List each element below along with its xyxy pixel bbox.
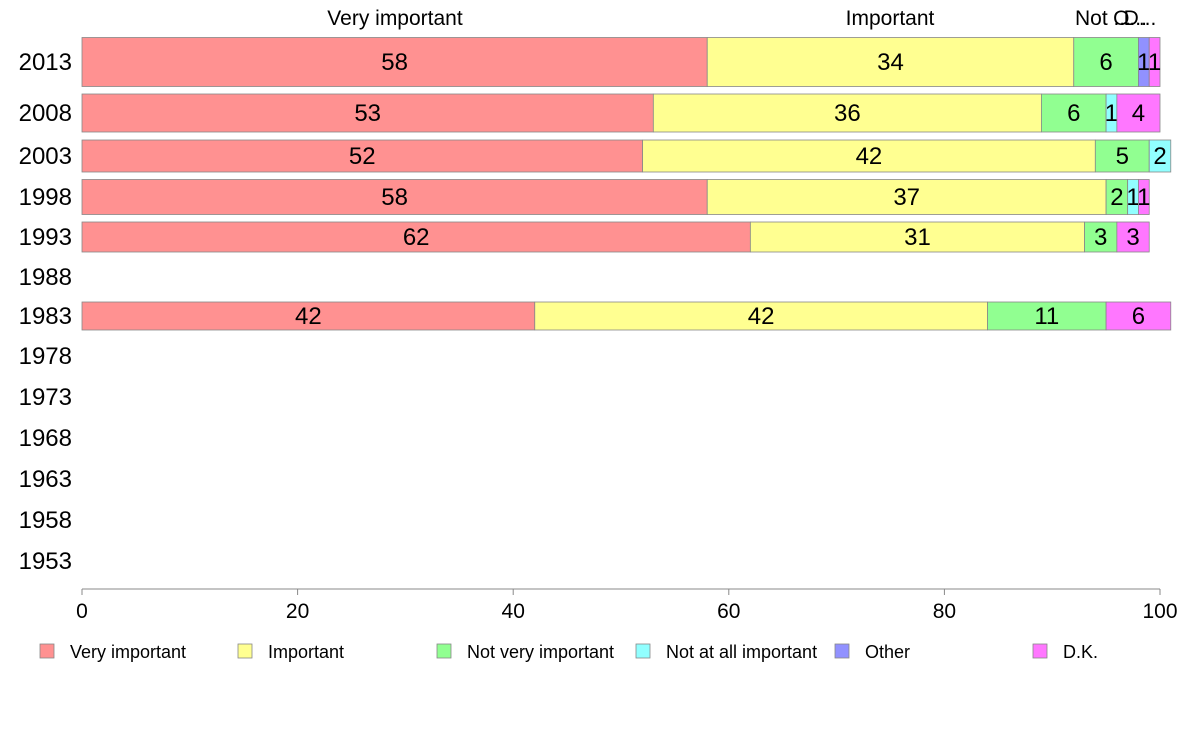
data-label: 3 [1126, 224, 1139, 251]
top-label: Not ... [1075, 7, 1131, 30]
data-label: 52 [349, 143, 376, 170]
data-label: 42 [295, 303, 322, 330]
y-tick-label: 1993 [19, 224, 72, 251]
legend-item: Important [237, 642, 344, 662]
data-label: 1 [1105, 100, 1118, 127]
legend-label: Not at all important [666, 642, 817, 662]
y-tick-label: 2003 [19, 143, 72, 170]
bar-segment [652, 93, 1042, 133]
legend-label: Important [268, 642, 344, 662]
x-tick-label: 80 [933, 600, 956, 623]
y-tick-label: 1963 [19, 466, 72, 493]
data-label: 3 [1094, 224, 1107, 251]
bar-segment [81, 301, 536, 331]
x-axis: 0 20 40 60 80 100 [76, 588, 1178, 623]
data-label: 6 [1067, 100, 1080, 127]
bar-segment [1094, 139, 1150, 173]
y-tick-label: 1973 [19, 384, 72, 411]
legend-item: Other [834, 642, 910, 662]
legend-label: Not very important [467, 642, 614, 662]
bar-segment [1148, 139, 1172, 173]
data-label: 1 [1137, 184, 1150, 211]
legend-item: Not very important [436, 642, 614, 662]
data-label: 4 [1132, 100, 1145, 127]
bar-segment [1116, 221, 1150, 253]
data-label: 6 [1099, 49, 1112, 76]
data-label: 5 [1116, 143, 1129, 170]
x-tick-label: 100 [1142, 600, 1177, 623]
legend-label: Other [865, 642, 910, 662]
y-tick-label: 2013 [19, 49, 72, 76]
data-label: 36 [834, 100, 861, 127]
bar-segment [1105, 301, 1172, 331]
y-tick-label: 1998 [19, 184, 72, 211]
bar-segment [534, 301, 988, 331]
data-label: 31 [904, 224, 931, 251]
x-tick-label: 0 [76, 600, 88, 623]
data-label: 37 [893, 184, 920, 211]
y-tick-label: 1953 [19, 548, 72, 575]
data-label: 58 [381, 49, 408, 76]
top-labels: Very important Important Not ...O...D... [327, 7, 1156, 30]
legend-label: Very important [70, 642, 186, 662]
top-label: Important [846, 7, 935, 30]
data-label: 42 [748, 303, 775, 330]
data-label: 6 [1132, 303, 1145, 330]
legend-swatch [834, 643, 850, 659]
bar-segment [987, 301, 1107, 331]
bar-segment [1073, 37, 1139, 87]
data-label: 42 [856, 143, 883, 170]
data-label: 62 [403, 224, 430, 251]
x-tick-label: 60 [717, 600, 740, 623]
legend-swatch [39, 643, 55, 659]
legend-item: Very important [39, 642, 186, 662]
data-label: 11 [1034, 303, 1059, 330]
y-tick-label: 1978 [19, 343, 72, 370]
data-label: 2 [1110, 184, 1123, 211]
data-label: 53 [354, 100, 381, 127]
top-label: Very important [327, 7, 463, 30]
y-tick-label: 1968 [19, 425, 72, 452]
data-label: 1 [1148, 49, 1161, 76]
bar-segment [81, 139, 643, 173]
bar-segment [81, 37, 708, 87]
bar-segment [642, 139, 1096, 173]
bar-segment [1148, 37, 1161, 87]
data-label: 34 [877, 49, 904, 76]
y-tick-label: 1958 [19, 507, 72, 534]
bar-segment [749, 221, 1085, 253]
bar-segment [81, 179, 708, 215]
legend-item: Not at all important [635, 642, 817, 662]
bar-segment [81, 221, 751, 253]
bar-segment [1084, 221, 1118, 253]
x-tick-label: 40 [502, 600, 525, 623]
legend: Very important Important Not very importan… [39, 642, 1098, 662]
data-label: 2 [1153, 143, 1166, 170]
data-label: 1 [1137, 49, 1150, 76]
legend-label: D.K. [1063, 642, 1098, 662]
y-tick-label: 1988 [19, 264, 72, 291]
legend-swatch [436, 643, 452, 659]
x-tick-label: 20 [286, 600, 309, 623]
legend-swatch [1032, 643, 1048, 659]
legend-swatch [635, 643, 651, 659]
data-label: 58 [381, 184, 408, 211]
legend-item: D.K. [1032, 642, 1098, 662]
bar-segment [1116, 93, 1161, 133]
top-label: O... [1113, 7, 1147, 30]
y-axis-labels: 2013 2008 2003 1998 1993 1988 1983 1978 1973 1968… [19, 49, 72, 575]
y-tick-label: 2008 [19, 100, 72, 127]
legend-swatch [237, 643, 253, 659]
y-tick-label: 1983 [19, 303, 72, 330]
bar-segment [1138, 179, 1150, 215]
bar-segment [81, 93, 654, 133]
top-label: D... [1124, 7, 1157, 30]
data-label: 1 [1126, 184, 1139, 211]
